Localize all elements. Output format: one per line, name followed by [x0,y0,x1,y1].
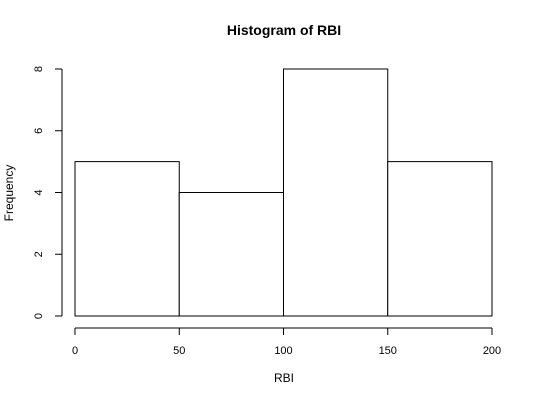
histogram-bar-3 [387,161,493,317]
x-ticks-group: 0 50 100 150 200 [72,328,501,357]
y-tick-label-4: 8 [33,66,45,72]
chart-title: Histogram of RBI [227,22,341,38]
histogram-bar-1 [178,192,284,317]
histogram-bar-0 [74,161,180,317]
x-tick-label-0: 0 [72,345,78,357]
x-tick-label-3: 150 [379,345,397,357]
x-axis-label: RBI [274,371,294,385]
y-tick-label-3: 6 [33,128,45,134]
y-tick-label-1: 2 [33,251,45,257]
x-tick-label-4: 200 [483,345,501,357]
y-axis-label: Frequency [2,165,16,222]
y-ticks-group: 0 2 4 6 8 [33,66,62,319]
y-tick-label-0: 0 [33,313,45,319]
x-tick-label-2: 100 [274,345,292,357]
y-tick-label-2: 4 [33,189,45,195]
x-tick-label-1: 50 [173,345,185,357]
histogram-bar-2 [283,68,389,317]
bars-group [74,68,493,317]
